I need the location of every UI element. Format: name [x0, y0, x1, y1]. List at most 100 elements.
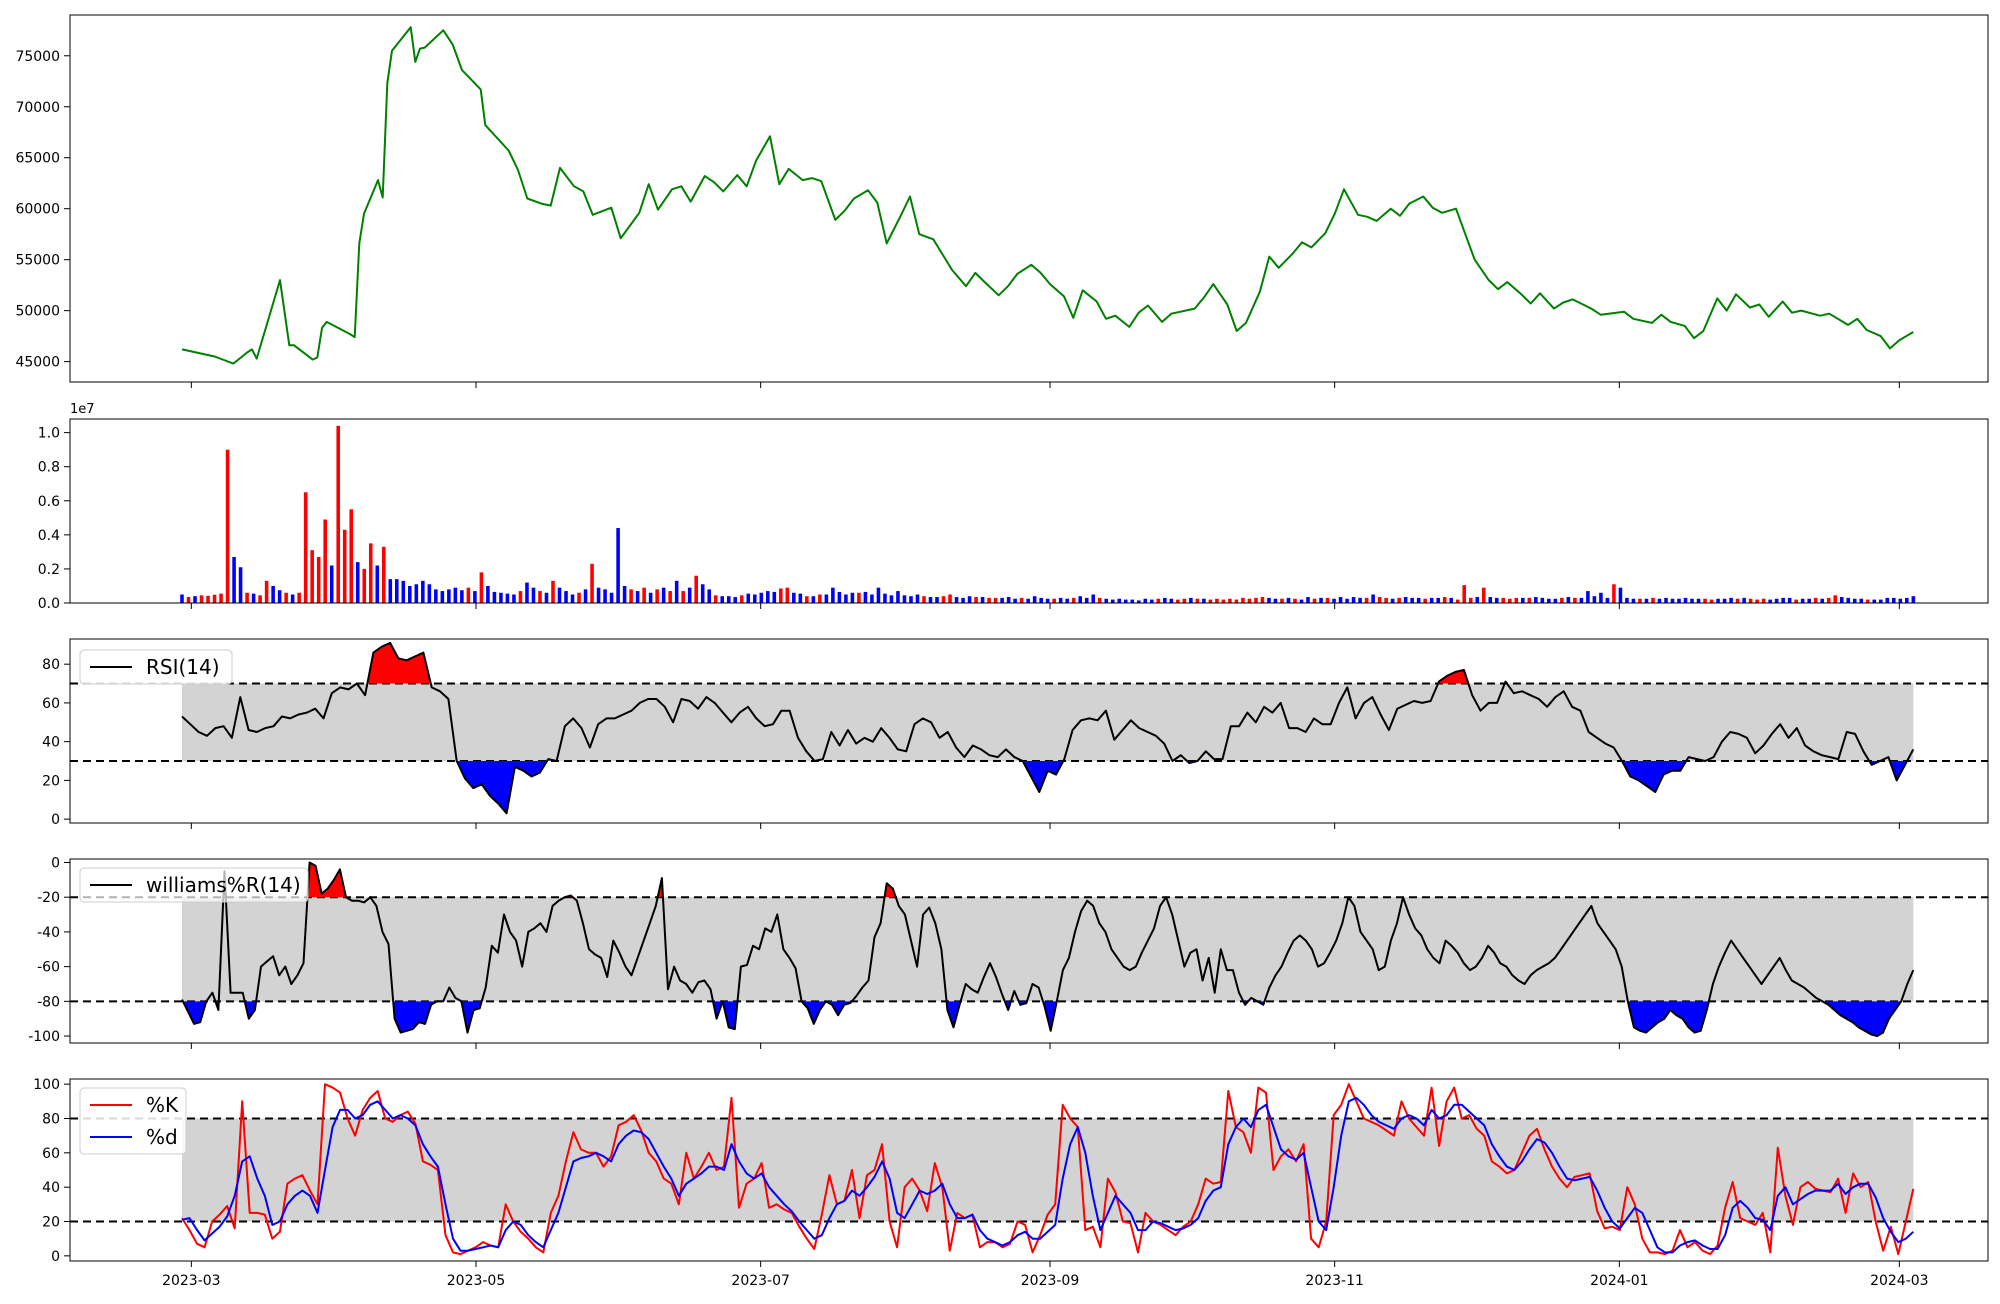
volume-bar: [323, 519, 327, 603]
volume-bar: [277, 590, 282, 603]
volume-bar: [902, 595, 907, 603]
volume-bar: [681, 591, 685, 603]
volume-bar: [1592, 596, 1597, 603]
stochastic-ytick-label: 100: [33, 1077, 60, 1093]
volume-bar: [726, 596, 731, 603]
volume-bar: [876, 587, 881, 603]
volume-bar: [1703, 598, 1707, 603]
volume-bar: [1410, 597, 1414, 603]
volume-bar: [1026, 598, 1030, 603]
volume-bar: [1865, 599, 1870, 603]
volume-bar: [1872, 599, 1877, 603]
volume-bar: [408, 585, 412, 603]
rsi-panel: 0 20 40 60 80 RSI(14): [42, 638, 1989, 829]
volume-bar: [1839, 597, 1844, 603]
rsi-overbought-fill: [367, 642, 431, 684]
volume-panel: 0.0 0.2 0.4 0.6 0.8 1.0 1e7: [38, 402, 1989, 612]
volume-bar: [1247, 598, 1252, 603]
volume-bar: [629, 589, 633, 603]
d-legend-label: %d: [146, 1125, 178, 1149]
volume-bar: [1605, 597, 1610, 603]
volume-bar: [1364, 597, 1369, 603]
volume-bar: [1377, 597, 1382, 603]
volume-bar: [1390, 598, 1395, 603]
volume-bar: [857, 592, 861, 603]
volume-bar: [316, 557, 321, 603]
volume-ytick-label: 0.2: [38, 562, 60, 578]
volume-bar: [1716, 598, 1720, 603]
volume-bar: [512, 594, 516, 603]
volume-bar: [1306, 597, 1310, 603]
volume-bar: [668, 591, 672, 603]
volume-bar: [290, 594, 295, 603]
volume-bar: [1065, 598, 1069, 603]
rsi-legend-label: RSI(14): [146, 655, 220, 679]
volume-bar: [805, 596, 809, 603]
volume-bar: [1000, 597, 1004, 603]
volume-bar: [525, 582, 529, 603]
volume-bar: [713, 595, 718, 603]
volume-bar: [1234, 599, 1239, 603]
williams-ytick-label: -100: [28, 1029, 60, 1045]
rsi-ytick-label: 20: [42, 773, 60, 789]
williams-legend: williams%R(14): [79, 867, 309, 903]
volume-bar: [648, 592, 653, 603]
volume-bar: [798, 593, 803, 603]
volume-bar: [1286, 597, 1291, 603]
volume-bar: [557, 587, 562, 603]
volume-bar: [1338, 597, 1343, 603]
volume-bar: [440, 591, 445, 603]
volume-bar: [1462, 585, 1467, 603]
volume-bar: [1807, 598, 1811, 603]
volume-bar: [1468, 597, 1473, 603]
volume-bar: [355, 562, 360, 603]
volume-bar: [1097, 597, 1102, 603]
williams-panel: -100 -80 -60 -40 -20 0 williams%R(14): [28, 855, 1989, 1049]
williams-oversold-fill: [1627, 1001, 1709, 1033]
volume-bar: [453, 587, 458, 603]
volume-bar: [700, 584, 705, 603]
stochastic-ytick-label: 0: [51, 1249, 60, 1265]
volume-bar: [180, 594, 184, 603]
volume-bar: [531, 587, 536, 603]
volume-bar: [1501, 597, 1506, 603]
williams-ytick-label: -60: [37, 960, 60, 976]
volume-bar: [1384, 597, 1388, 603]
volume-bar: [212, 594, 217, 603]
price-panel-frame: [69, 14, 1989, 383]
volume-bar: [1651, 597, 1655, 603]
volume-bar: [1521, 597, 1525, 603]
volume-bar: [518, 591, 523, 603]
volume-bar: [1631, 598, 1636, 603]
volume-bar: [1879, 599, 1883, 603]
volume-bar: [1508, 598, 1512, 603]
volume-bar: [479, 572, 484, 603]
volume-bar: [1566, 597, 1571, 603]
volume-bar: [310, 550, 314, 603]
volume-bar: [1481, 587, 1486, 603]
volume-bar: [1143, 598, 1148, 603]
volume-bar: [1163, 597, 1167, 603]
volume-bar: [1058, 597, 1063, 603]
volume-bar: [336, 425, 340, 603]
volume-bar: [883, 593, 887, 603]
rsi-legend-box: [79, 649, 233, 685]
volume-bar: [499, 592, 503, 603]
volume-bar: [434, 589, 438, 603]
volume-bar: [1547, 598, 1551, 603]
xtick-label: 2024-03: [1870, 1273, 1929, 1289]
volume-bar: [401, 580, 406, 603]
volume-bar: [225, 449, 230, 603]
volume-bar: [492, 591, 497, 603]
volume-bar: [974, 597, 978, 603]
volume-bar: [1202, 598, 1206, 603]
volume-bar: [1325, 597, 1330, 603]
rsi-ytick-label: 60: [42, 696, 60, 712]
volume-bar: [1110, 599, 1115, 603]
volume-bar: [460, 590, 464, 603]
volume-bar: [577, 592, 581, 603]
volume-bar: [837, 591, 842, 603]
volume-bar: [1150, 599, 1154, 603]
williams-oversold-fill: [393, 1001, 444, 1033]
volume-bar: [1416, 597, 1421, 603]
